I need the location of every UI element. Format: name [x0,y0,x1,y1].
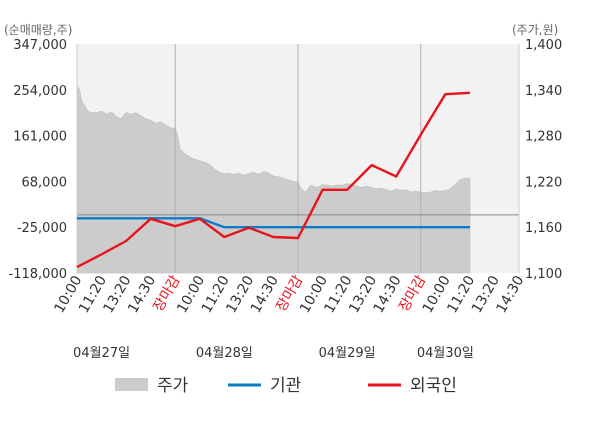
left-tick-label: -118,000 [9,267,67,282]
date-label: 04월30일 [417,346,474,361]
series-line-institution [77,217,470,229]
legend: 주가 기관 외국인 [115,376,457,396]
legend-swatch [115,378,148,391]
left-tick-label: 68,000 [22,175,68,190]
date-label: 04월28일 [196,346,253,361]
right-axis-ticks: 1,400 1,340 1,280 1,220 1,160 1,100 [525,38,562,282]
right-tick-label: 1,220 [525,175,562,190]
right-tick-label: 1,100 [525,267,562,282]
right-tick-label: 1,340 [525,84,562,99]
left-axis-unit: (순매매량,주) [4,23,72,37]
legend-label: 외국인 [410,376,457,396]
series-layer [76,91,470,269]
date-labels: 04월27일 04월28일 04월29일 04월30일 [73,346,474,361]
date-label: 04월27일 [73,346,130,361]
left-axis-ticks: 347,000 254,000 161,000 68,000 -25,000 -118,0… [9,38,67,282]
legend-label: 기관 [270,376,301,396]
right-tick-label: 1,160 [525,221,562,236]
legend-item: 기관 [228,376,301,396]
legend-item: 주가 [115,376,189,396]
left-tick-label: -25,000 [17,221,67,236]
legend-label: 주가 [157,376,189,396]
right-axis-unit: (주가,원) [512,23,558,37]
legend-item: 외국인 [368,376,457,396]
x-axis-ticks: 10:0011:2013:2014:30장마감10:0011:2013:2014… [51,273,527,316]
right-tick-label: 1,400 [525,38,562,53]
left-tick-label: 347,000 [13,38,67,53]
series-line-foreigner [76,91,470,269]
left-tick-label: 161,000 [13,130,67,145]
left-tick-label: 254,000 [13,84,67,99]
date-label: 04월29일 [319,346,376,361]
grid-layer [76,44,520,273]
right-tick-label: 1,280 [525,130,562,145]
